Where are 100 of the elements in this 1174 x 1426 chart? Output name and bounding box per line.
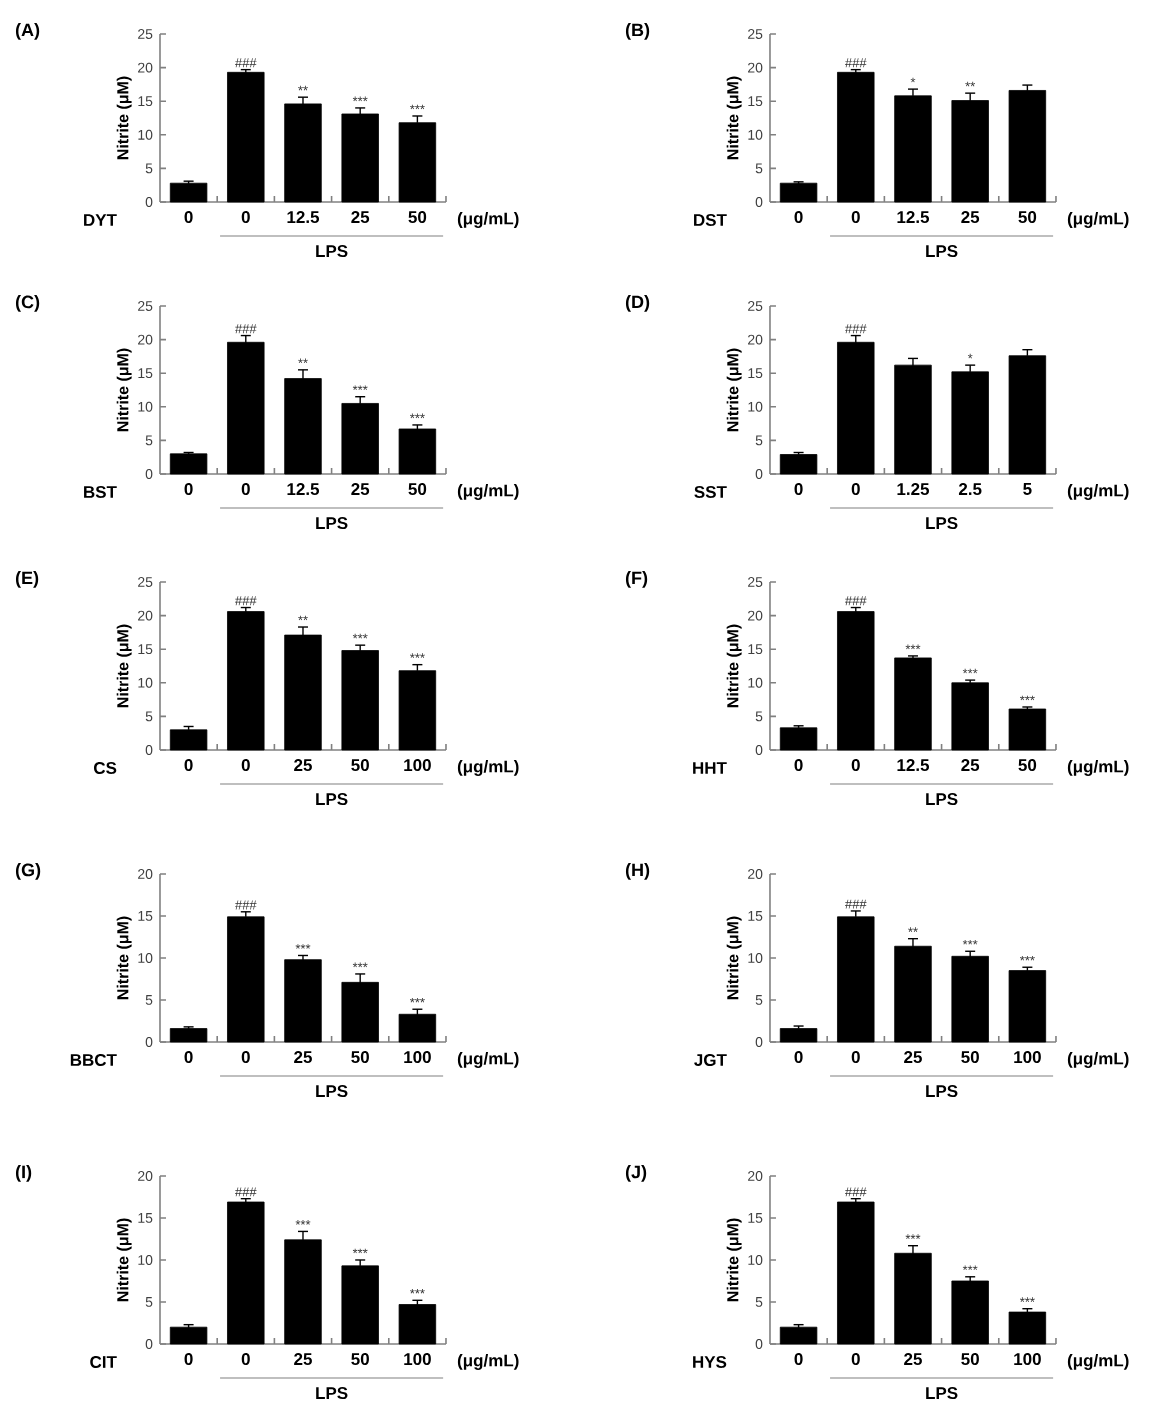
text: LPS xyxy=(316,1085,348,1098)
x-tick-label: 50 xyxy=(961,1353,979,1366)
y-axis-title: Nitrite (μM) xyxy=(726,1218,742,1302)
y-axis-title: Nitrite (μM) xyxy=(726,348,742,432)
x-tick-label: 0 xyxy=(851,483,860,496)
y-axis-title: Nitrite (μM) xyxy=(116,916,132,1000)
chart-title: (D) xyxy=(625,295,650,312)
x-tick-label: 50 xyxy=(351,759,369,772)
x-tick-label: 50 xyxy=(1018,211,1037,224)
y-axis-title: Nitrite (μM) xyxy=(116,76,132,160)
text: LPS xyxy=(926,245,958,258)
x-tick-label: 12.5 xyxy=(287,483,320,496)
text: LPS xyxy=(316,245,348,258)
x-tick-label: 25 xyxy=(961,759,980,772)
text: LPS xyxy=(316,517,348,530)
chart-title: (F) xyxy=(625,571,648,588)
x-tick-label: 25 xyxy=(351,483,370,496)
text: (μg/mL) xyxy=(1067,484,1129,500)
x-tick-label: 50 xyxy=(961,1051,979,1064)
x-tick-label: 0 xyxy=(184,1353,193,1366)
chart-title: (I) xyxy=(15,1165,32,1182)
x-tick-label: 50 xyxy=(351,1051,369,1064)
text: LPS xyxy=(926,1387,958,1400)
x-tick-label: 0 xyxy=(184,483,193,496)
x-tick-label: 12.5 xyxy=(287,211,320,224)
text: BBCT xyxy=(70,1053,117,1066)
x-tick-label: 25 xyxy=(294,1051,312,1064)
y-axis-title: Nitrite (μM) xyxy=(116,348,132,432)
x-tick-label: 100 xyxy=(1014,1051,1041,1064)
x-tick-label: 0 xyxy=(241,211,250,224)
x-tick-label: 25 xyxy=(904,1353,922,1366)
chart-title: (A) xyxy=(15,23,40,40)
x-tick-label: 25 xyxy=(294,759,312,772)
text: HHT xyxy=(693,762,727,774)
text: SST xyxy=(694,486,727,499)
text: CIT xyxy=(90,1355,117,1368)
text: (μg/mL) xyxy=(1067,760,1129,776)
x-tick-label: 0 xyxy=(794,1051,803,1064)
x-tick-label: 0 xyxy=(794,759,803,772)
text: DYT xyxy=(84,214,117,226)
x-tick-label: 25 xyxy=(351,211,370,224)
x-tick-label: 25 xyxy=(294,1353,312,1366)
x-tick-label: 0 xyxy=(184,211,193,224)
x-tick-label: 100 xyxy=(404,1353,431,1366)
text: LPS xyxy=(316,1387,348,1400)
x-tick-label: 0 xyxy=(241,1051,250,1064)
x-tick-label: 12.5 xyxy=(897,211,930,224)
text: JGT xyxy=(694,1053,727,1066)
x-tick-label: 50 xyxy=(408,211,427,224)
text: LPS xyxy=(926,1085,958,1098)
text: HYS xyxy=(693,1355,727,1368)
x-tick-label: 2.5 xyxy=(958,483,982,496)
text: (μg/mL) xyxy=(457,760,519,776)
text: LPS xyxy=(316,793,348,806)
y-axis-title: Nitrite (μM) xyxy=(726,624,742,708)
y-axis-title: Nitrite (μM) xyxy=(726,916,742,1000)
chart-title: (B) xyxy=(625,23,650,40)
x-tick-label: 12.5 xyxy=(897,759,930,772)
text: (μg/mL) xyxy=(1067,1052,1129,1068)
x-tick-label: 25 xyxy=(961,211,980,224)
x-tick-label: 5 xyxy=(1023,483,1032,495)
text: (μg/mL) xyxy=(1067,1354,1129,1370)
x-tick-label: 100 xyxy=(404,759,431,772)
x-tick-label: 0 xyxy=(851,1051,860,1064)
text: BST xyxy=(84,486,117,499)
x-tick-label: 25 xyxy=(904,1051,922,1064)
x-tick-label: 0 xyxy=(851,1353,860,1366)
text: (μg/mL) xyxy=(457,1354,519,1370)
y-axis-title: Nitrite (μM) xyxy=(116,1218,132,1302)
chart-title: (G) xyxy=(15,863,41,880)
x-tick-label: 0 xyxy=(184,759,193,772)
text: (μg/mL) xyxy=(1067,212,1129,228)
x-tick-label: 100 xyxy=(404,1051,431,1064)
text: LPS xyxy=(926,517,958,530)
text: (μg/mL) xyxy=(457,484,519,500)
chart-title: (H) xyxy=(625,863,650,880)
text: (μg/mL) xyxy=(457,212,519,228)
y-axis-title: Nitrite (μM) xyxy=(116,624,132,708)
chart-title: (J) xyxy=(625,1165,647,1182)
x-tick-label: 100 xyxy=(1014,1353,1041,1366)
chart-title: (E) xyxy=(15,571,39,588)
x-tick-label: 0 xyxy=(241,759,250,772)
x-tick-label: 50 xyxy=(351,1353,369,1366)
x-tick-label: 50 xyxy=(408,483,427,496)
x-tick-label: 0 xyxy=(241,1353,250,1366)
chart-title: (C) xyxy=(15,295,40,312)
x-tick-label: 0 xyxy=(851,759,860,772)
x-tick-label: 0 xyxy=(184,1051,193,1064)
x-tick-label: 50 xyxy=(1018,759,1037,772)
text: (μg/mL) xyxy=(457,1052,519,1068)
x-tick-label: 0 xyxy=(241,483,250,496)
x-tick-label: 0 xyxy=(794,483,803,496)
text: LPS xyxy=(926,793,958,806)
x-tick-label: 0 xyxy=(794,211,803,224)
text: DST xyxy=(694,214,727,227)
x-tick-label: 0 xyxy=(794,1353,803,1366)
text: CS xyxy=(94,761,117,774)
y-axis-title: Nitrite (μM) xyxy=(726,76,742,160)
x-tick-label: 1.25 xyxy=(897,483,930,496)
x-tick-label: 0 xyxy=(851,211,860,224)
